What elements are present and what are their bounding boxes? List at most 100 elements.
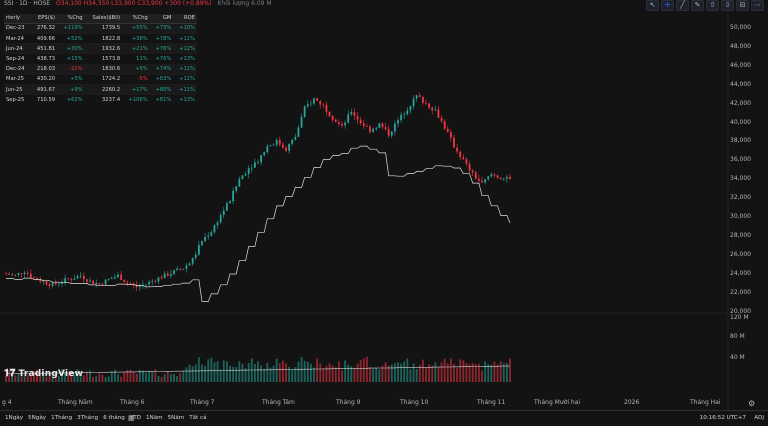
candle-body (250, 167, 253, 169)
price-axis-tick: 30,000 (730, 213, 751, 220)
volume-bar (428, 364, 431, 382)
volume-bar (462, 360, 465, 382)
candle-body (471, 170, 474, 173)
candle-body (356, 115, 359, 120)
range-button[interactable]: 5Năm (167, 415, 185, 421)
candle-body (129, 283, 132, 285)
settings-gear-icon[interactable]: ⚙ (748, 399, 756, 408)
volume-bar (182, 371, 185, 382)
price-axis-tick: 40,000 (730, 118, 751, 126)
ruler-icon[interactable]: ⊟ (736, 0, 749, 11)
volume-bar (110, 371, 113, 382)
candle-body (89, 280, 91, 282)
volume-bar (418, 364, 421, 382)
candle-body (319, 100, 322, 105)
symbol-legend[interactable]: SSI · 1D · HOSE O34,100 H34,350 L33,900 … (4, 0, 272, 7)
range-button[interactable]: 6 tháng (103, 415, 125, 421)
financials-cell: +78% (149, 32, 174, 44)
candle-body (306, 104, 309, 107)
range-button[interactable]: 3Tháng (77, 415, 99, 421)
range-button[interactable]: 5Ngày (28, 415, 47, 421)
tradingview-logo[interactable]: 𝟏𝟕 TradingView (4, 368, 83, 379)
volume-bar (95, 376, 98, 382)
range-button[interactable]: 1Tháng (51, 415, 73, 421)
volume-bar (42, 372, 45, 382)
drawing-toolbar: ↖ ✛ ╱ ✎ ⇧ ⇩ ⊟ ⋯ (646, 0, 764, 11)
volume-bar (129, 369, 132, 382)
volume-bar (350, 366, 353, 382)
candle-body (350, 112, 353, 115)
volume-bar (107, 376, 110, 382)
time-axis-tick: Tháng 7 (190, 399, 215, 406)
more-icon[interactable]: ⋯ (751, 0, 764, 11)
arrow-down-icon[interactable]: ⇩ (721, 0, 734, 11)
crosshair-icon[interactable]: ✛ (661, 0, 674, 11)
range-button[interactable]: 1Năm (145, 415, 163, 421)
volume-bar (421, 359, 424, 382)
range-button[interactable]: YTD (129, 415, 141, 421)
price-axis-tick: 50,000 (730, 24, 751, 31)
candle-body (182, 268, 185, 270)
candle-body (48, 284, 51, 286)
candle-body (502, 178, 505, 180)
volume-bar (169, 374, 172, 382)
candle-body (431, 107, 434, 111)
volume-bar (393, 363, 396, 382)
volume-bar (135, 373, 138, 382)
candle-body (204, 237, 207, 242)
financials-cell: Mar-24 (4, 32, 31, 44)
financials-cell: 276.32 (30, 22, 58, 34)
candle-body (347, 114, 350, 123)
candle-body (26, 272, 29, 274)
candle-body (42, 280, 45, 282)
price-chart[interactable] (0, 0, 768, 410)
candle-body (337, 122, 340, 124)
financials-cell: +80% (149, 83, 174, 95)
range-button[interactable]: 1Ngày (5, 415, 24, 421)
cursor-icon[interactable]: ↖ (646, 0, 659, 11)
calendar-icon[interactable]: ▦ (128, 414, 135, 422)
volume-bar (225, 361, 228, 382)
candle-body (219, 214, 222, 223)
financials-cell: +21% (122, 43, 150, 54)
candle-body (359, 119, 362, 124)
volume-bar (319, 363, 322, 382)
candle-body (499, 177, 502, 179)
volume-bar (145, 372, 147, 382)
financials-cell: +76% (149, 53, 174, 65)
volume-bar (365, 356, 368, 382)
volume-bar (14, 375, 17, 382)
volume-bar (132, 371, 135, 382)
volume-bar (29, 375, 32, 382)
financials-row: Sep-25 710.59 +62% 3237.4 +106% +81% +13% (4, 94, 197, 105)
volume-bar (48, 372, 51, 382)
brush-icon[interactable]: ✎ (691, 0, 704, 11)
volume-value: Khối lượng 6.09 M (217, 0, 272, 7)
range-button[interactable]: Tất cả (189, 415, 207, 421)
volume-bar (123, 372, 126, 382)
arrow-up-icon[interactable]: ⇧ (706, 0, 719, 11)
candle-body (477, 178, 480, 181)
candle-body (117, 274, 119, 278)
financials-cell: Dec-24 (4, 63, 31, 75)
volume-bar (306, 361, 309, 382)
candle-body (372, 128, 375, 132)
candle-body (481, 180, 483, 183)
candle-body (151, 280, 154, 282)
volume-bar (120, 376, 123, 382)
volume-bar (232, 366, 235, 382)
financials-cell: +9% (57, 83, 85, 95)
volume-bar (309, 363, 312, 382)
financials-cell: +5% (57, 73, 85, 85)
trendline-icon[interactable]: ╱ (676, 0, 689, 11)
volume-bar (297, 361, 300, 382)
candle-body (113, 277, 116, 279)
indicator-line (6, 145, 511, 302)
volume-bar (23, 375, 26, 382)
candle-body (14, 274, 17, 276)
volume-bar (347, 364, 350, 382)
financials-cell: 430.20 (30, 73, 58, 85)
volume-bar (406, 358, 409, 382)
volume-bar (505, 363, 508, 382)
adj-toggle[interactable]: ADJ (754, 415, 764, 421)
